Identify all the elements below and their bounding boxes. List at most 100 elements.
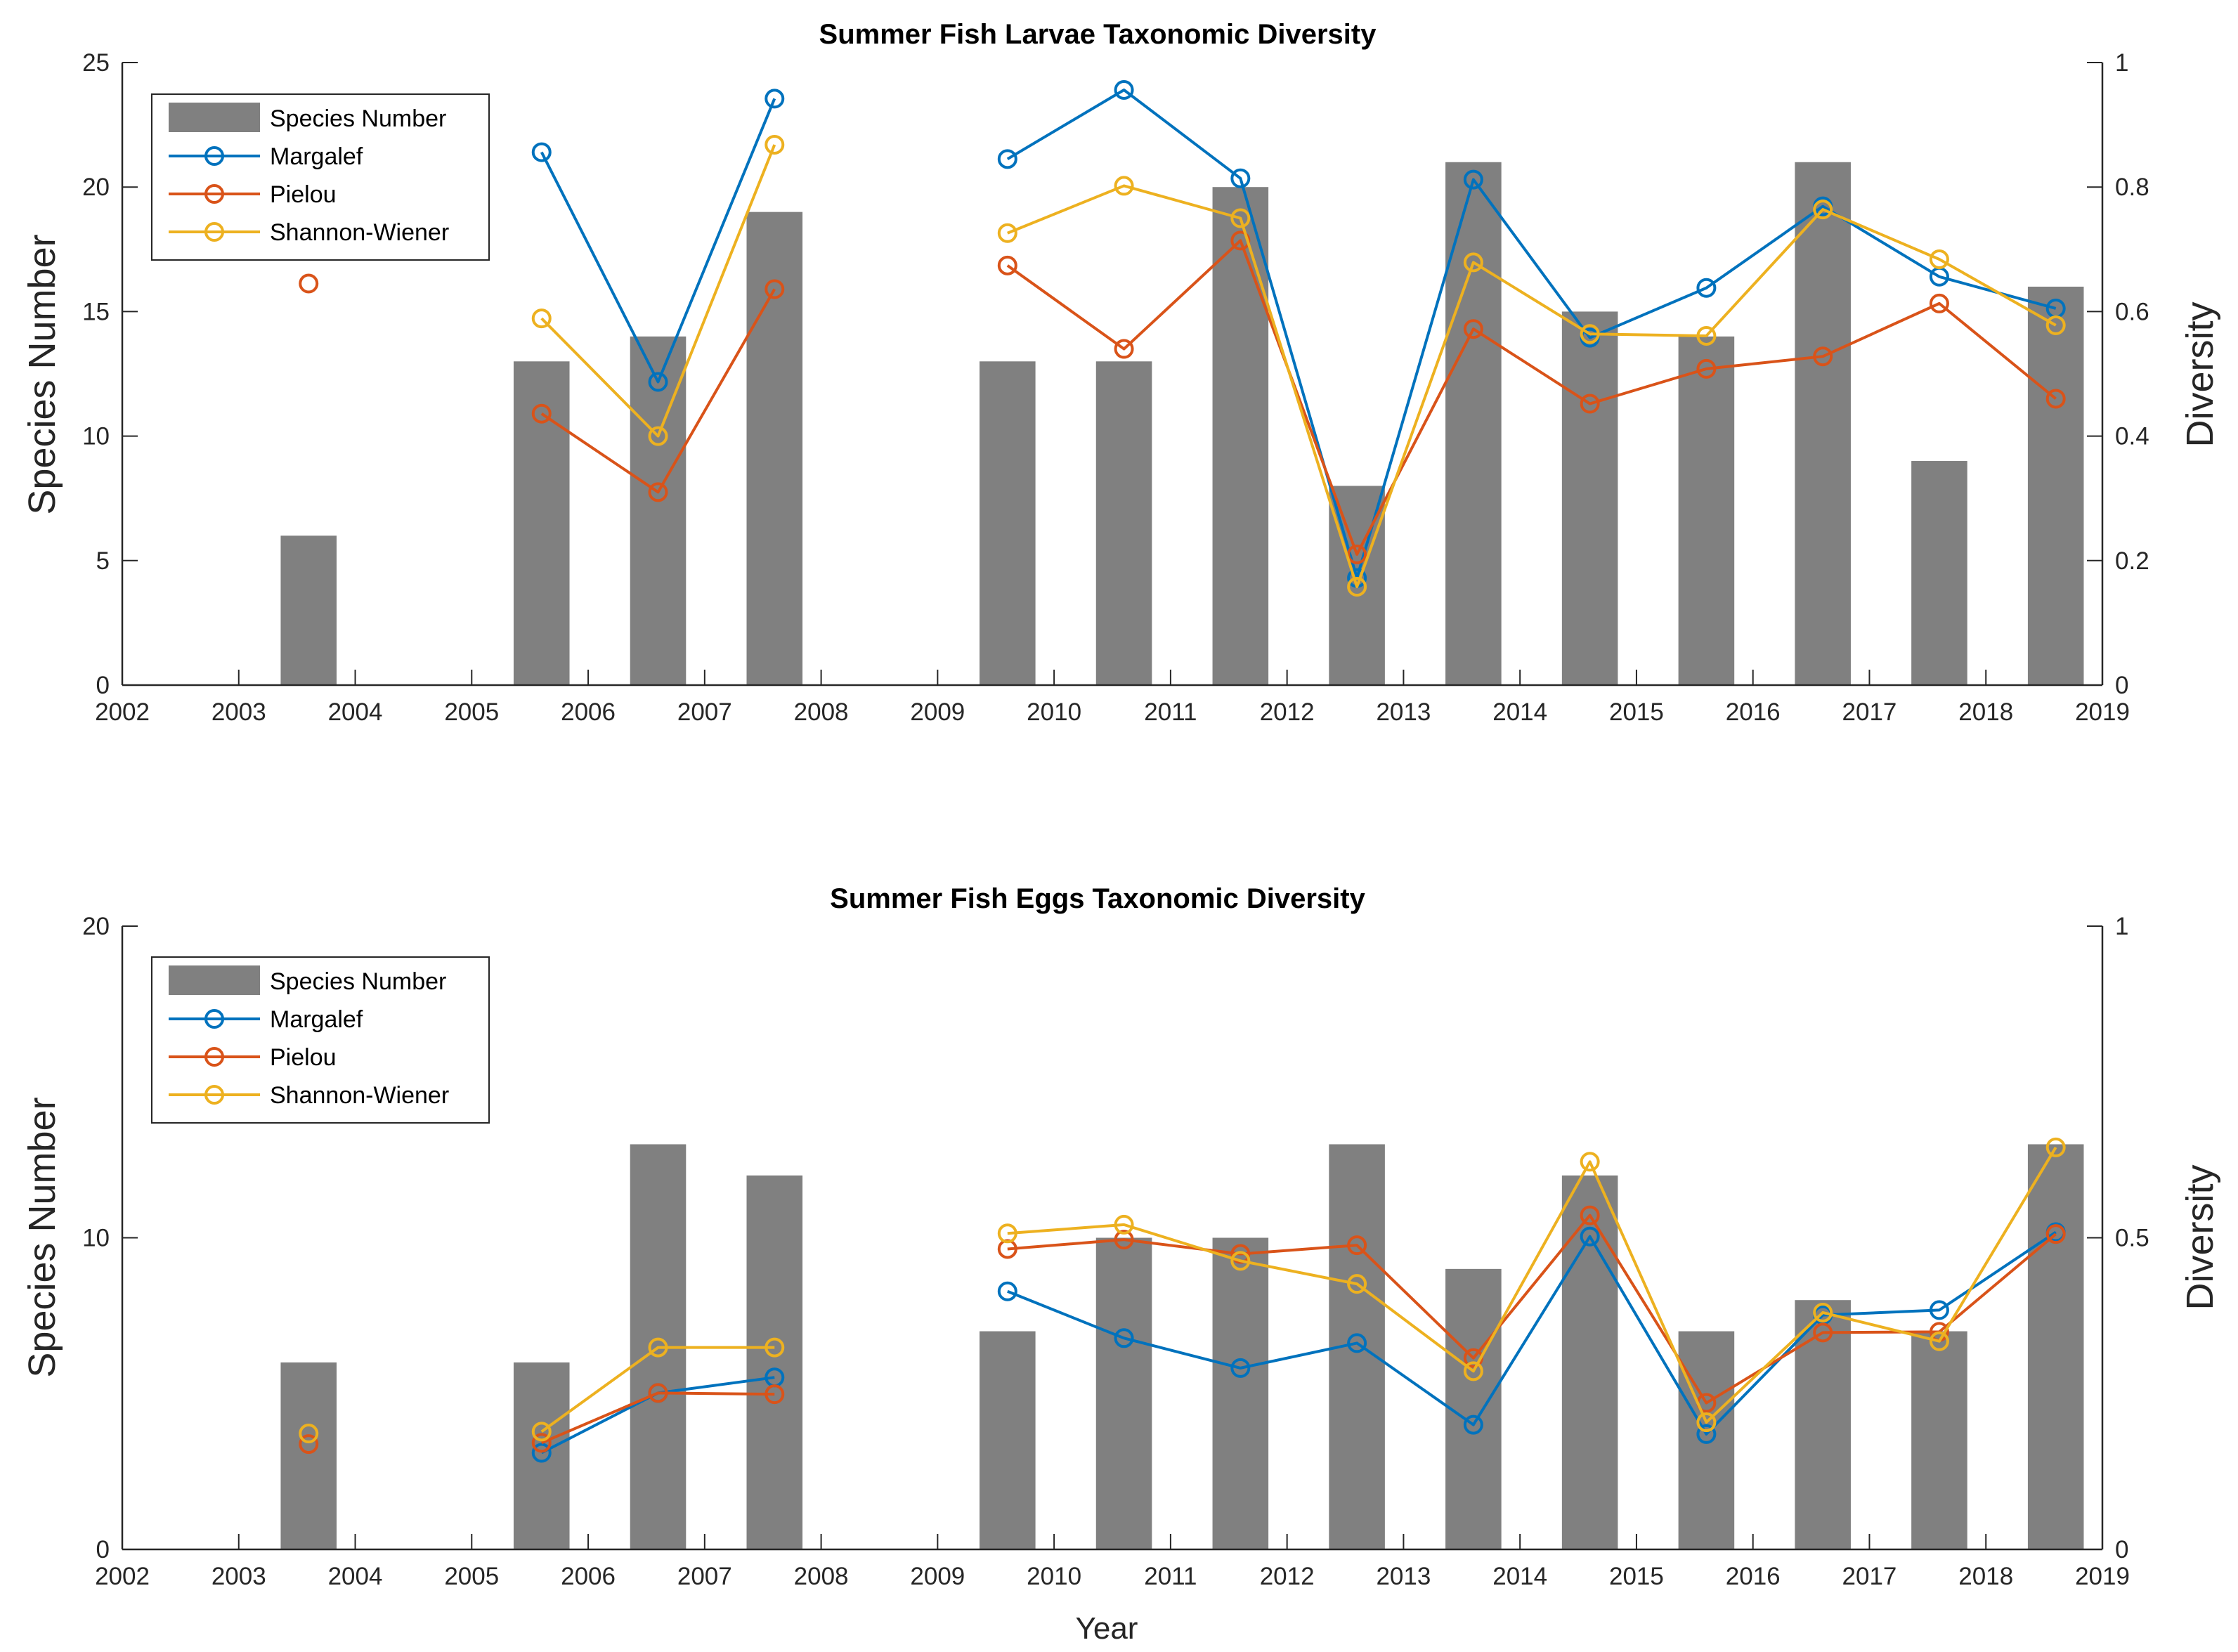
- larvae-shannon-wiener-point: [648, 426, 668, 446]
- larvae-left-y-tick-label: 15: [82, 298, 110, 325]
- larvae-left-y-tick-label: 10: [82, 423, 110, 450]
- eggs-x-tick-label: 2002: [95, 1563, 150, 1590]
- larvae-x-tick-label: 2013: [1376, 698, 1431, 726]
- eggs-shannon-wiener-point: [1696, 1412, 1717, 1433]
- eggs-x-tick-label: 2016: [1726, 1563, 1781, 1590]
- larvae-x-tick-label: 2009: [910, 698, 965, 726]
- larvae-pielou-point: [997, 255, 1017, 275]
- larvae-species-bar: [1561, 311, 1618, 685]
- eggs-pielou-point: [1580, 1205, 1600, 1225]
- larvae-legend-label-bars: Species Number: [270, 105, 446, 132]
- larvae-pielou-point: [1463, 319, 1483, 339]
- larvae-pielou-line: [540, 288, 776, 494]
- larvae-left-y-tick-label: 25: [82, 49, 110, 77]
- eggs-x-tick-label: 2019: [2075, 1563, 2130, 1590]
- larvae-pielou-point: [531, 403, 552, 424]
- eggs-margalef-point: [1463, 1414, 1483, 1435]
- larvae-pielou-point: [2045, 389, 2066, 409]
- larvae-shannon-wiener-point: [1463, 252, 1483, 273]
- eggs-shannon-wiener-point: [1230, 1251, 1251, 1271]
- eggs-legend-label-bars: Species Number: [270, 968, 446, 995]
- eggs-species-bar: [1095, 1237, 1152, 1549]
- eggs-x-axis-label: Year: [1076, 1611, 1138, 1646]
- eggs-shannon-wiener-point: [1929, 1331, 1949, 1351]
- eggs-species-bar: [1445, 1268, 1502, 1549]
- larvae-species-bar: [1911, 461, 1967, 685]
- larvae-x-tick-label: 2019: [2075, 698, 2130, 726]
- larvae-x-tick-label: 2008: [794, 698, 849, 726]
- larvae-shannon-wiener-point: [765, 134, 785, 155]
- eggs-x-tick-label: 2010: [1027, 1563, 1081, 1590]
- larvae-x-tick-label: 2007: [677, 698, 732, 726]
- eggs-shannon-wiener-point: [2045, 1137, 2066, 1157]
- larvae-pielou-point: [1347, 544, 1367, 564]
- larvae-x-tick-label: 2018: [1958, 698, 2013, 726]
- eggs-shannon-wiener-point: [1347, 1274, 1367, 1294]
- eggs-species-bar: [1795, 1300, 1851, 1549]
- larvae-margalef-line: [1006, 88, 2057, 580]
- larvae-x-tick-label: 2010: [1027, 698, 1081, 726]
- eggs-x-tick-label: 2006: [561, 1563, 616, 1590]
- larvae-species-bar: [1445, 162, 1502, 685]
- larvae-pielou-point: [765, 279, 785, 299]
- eggs-x-tick-label: 2013: [1376, 1563, 1431, 1590]
- eggs-species-bar: [2027, 1144, 2084, 1549]
- larvae-right-y-tick-label: 0.4: [2115, 423, 2149, 450]
- larvae-right-y-tick-label: 0.6: [2115, 298, 2149, 325]
- eggs-shannon-wiener-point: [765, 1337, 785, 1358]
- larvae-pielou-point: [1114, 339, 1134, 359]
- eggs-x-tick-label: 2008: [794, 1563, 849, 1590]
- eggs-x-tick-label: 2012: [1260, 1563, 1315, 1590]
- eggs-pielou-point: [1114, 1230, 1134, 1250]
- eggs-margalef-point: [1929, 1300, 1949, 1320]
- eggs-left-y-tick-label: 0: [96, 1536, 110, 1563]
- eggs-right-y-tick-label: 1: [2115, 913, 2128, 940]
- eggs-margalef-line: [1007, 1230, 2057, 1436]
- eggs-species-bar: [280, 1362, 337, 1549]
- larvae-legend-label-margalef: Margalef: [270, 143, 363, 170]
- eggs-species-bar: [1212, 1237, 1269, 1549]
- larvae-x-tick-label: 2005: [444, 698, 499, 726]
- larvae-panel: Summer Fish Larvae Taxonomic Diversity 2…: [21, 19, 2221, 726]
- larvae-legend: Species Number Margalef Pielou Shannon-W…: [151, 93, 490, 261]
- eggs-legend-swatch-bars: [169, 965, 260, 995]
- larvae-margalef-line: [540, 98, 776, 384]
- larvae-margalef-point: [1463, 169, 1483, 190]
- eggs-pielou-point: [1813, 1322, 1833, 1343]
- larvae-left-y-tick-label: 20: [82, 174, 110, 201]
- eggs-margalef-point: [1114, 1328, 1134, 1348]
- larvae-shannon-wiener-point: [1813, 200, 1833, 220]
- larvae-left-y-tick-label: 5: [96, 547, 110, 575]
- larvae-legend-marker-shannon: [204, 222, 224, 242]
- larvae-x-tick-label: 2015: [1609, 698, 1664, 726]
- larvae-species-bar: [980, 361, 1036, 685]
- eggs-x-tick-label: 2017: [1842, 1563, 1897, 1590]
- larvae-shannon-wiener-point: [531, 308, 552, 329]
- larvae-right-y-tick-label: 0.2: [2115, 547, 2149, 575]
- eggs-pielou-point: [2045, 1224, 2066, 1244]
- larvae-pielou-point: [1929, 293, 1949, 313]
- eggs-pielou-point: [1347, 1235, 1367, 1256]
- larvae-species-bar: [1678, 336, 1735, 685]
- larvae-x-tick-label: 2004: [328, 698, 383, 726]
- eggs-x-tick-label: 2015: [1609, 1563, 1664, 1590]
- eggs-lines-layer: [299, 1137, 2066, 1463]
- larvae-shannon-wiener-point: [997, 223, 1017, 243]
- eggs-species-bar: [513, 1362, 570, 1549]
- eggs-margalef-point: [997, 1281, 1017, 1301]
- larvae-legend-marker-margalef: [204, 146, 224, 166]
- larvae-pielou-point: [1580, 394, 1600, 414]
- eggs-legend: Species Number Margalef Pielou Shannon-W…: [151, 956, 490, 1124]
- larvae-shannon-wiener-line: [540, 144, 776, 438]
- larvae-x-tick-label: 2016: [1726, 698, 1781, 726]
- eggs-shannon-wiener-point: [531, 1422, 552, 1442]
- eggs-left-axis-label: Species Number: [21, 1097, 63, 1377]
- larvae-x-tick-label: 2014: [1492, 698, 1547, 726]
- eggs-shannon-wiener-point: [1813, 1302, 1833, 1322]
- larvae-species-bar: [746, 212, 803, 685]
- eggs-pielou-point: [1230, 1244, 1251, 1264]
- larvae-margalef-point: [1114, 79, 1134, 100]
- larvae-right-y-tick-label: 0: [2115, 672, 2128, 699]
- eggs-margalef-point: [531, 1443, 552, 1463]
